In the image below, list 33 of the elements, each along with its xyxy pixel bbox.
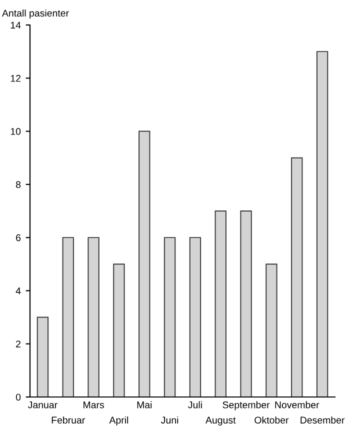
bar bbox=[138, 130, 150, 397]
x-tick-label: Oktober bbox=[254, 416, 289, 424]
bar bbox=[113, 264, 125, 397]
y-tick-label: 8 bbox=[16, 181, 21, 188]
x-tick-label: Januar bbox=[28, 402, 58, 408]
bar bbox=[189, 237, 202, 397]
y-tick-label: 14 bbox=[10, 22, 21, 29]
x-tick-label: Juli bbox=[188, 401, 202, 408]
y-tick-label: 6 bbox=[16, 234, 21, 242]
x-tick-label: Februar bbox=[52, 416, 85, 424]
x-tick-label: September bbox=[222, 401, 270, 410]
bar bbox=[214, 210, 226, 397]
y-tick-label: 2 bbox=[16, 340, 20, 348]
x-tick-label: April bbox=[109, 416, 128, 426]
bar bbox=[240, 210, 252, 397]
x-tick-label: November bbox=[275, 401, 320, 408]
bar bbox=[291, 157, 303, 397]
x-tick-label: Mars bbox=[84, 402, 104, 408]
x-tick-label: Juni bbox=[161, 416, 178, 424]
bar bbox=[164, 237, 176, 397]
y-tick-label: 12 bbox=[10, 74, 20, 82]
x-tick-label: Mai bbox=[137, 401, 152, 408]
bar bbox=[316, 51, 328, 397]
bar bbox=[36, 316, 49, 397]
y-axis-title: Antall pasienter bbox=[2, 9, 69, 19]
bar bbox=[88, 237, 100, 397]
y-tick-label: 4 bbox=[16, 288, 21, 294]
bar bbox=[266, 264, 278, 397]
x-tick-label: Desember bbox=[300, 416, 345, 424]
bar bbox=[62, 237, 74, 397]
y-tick-label: 0 bbox=[16, 394, 21, 401]
y-tick-label: 10 bbox=[10, 128, 21, 135]
x-tick-label: August bbox=[206, 416, 236, 426]
